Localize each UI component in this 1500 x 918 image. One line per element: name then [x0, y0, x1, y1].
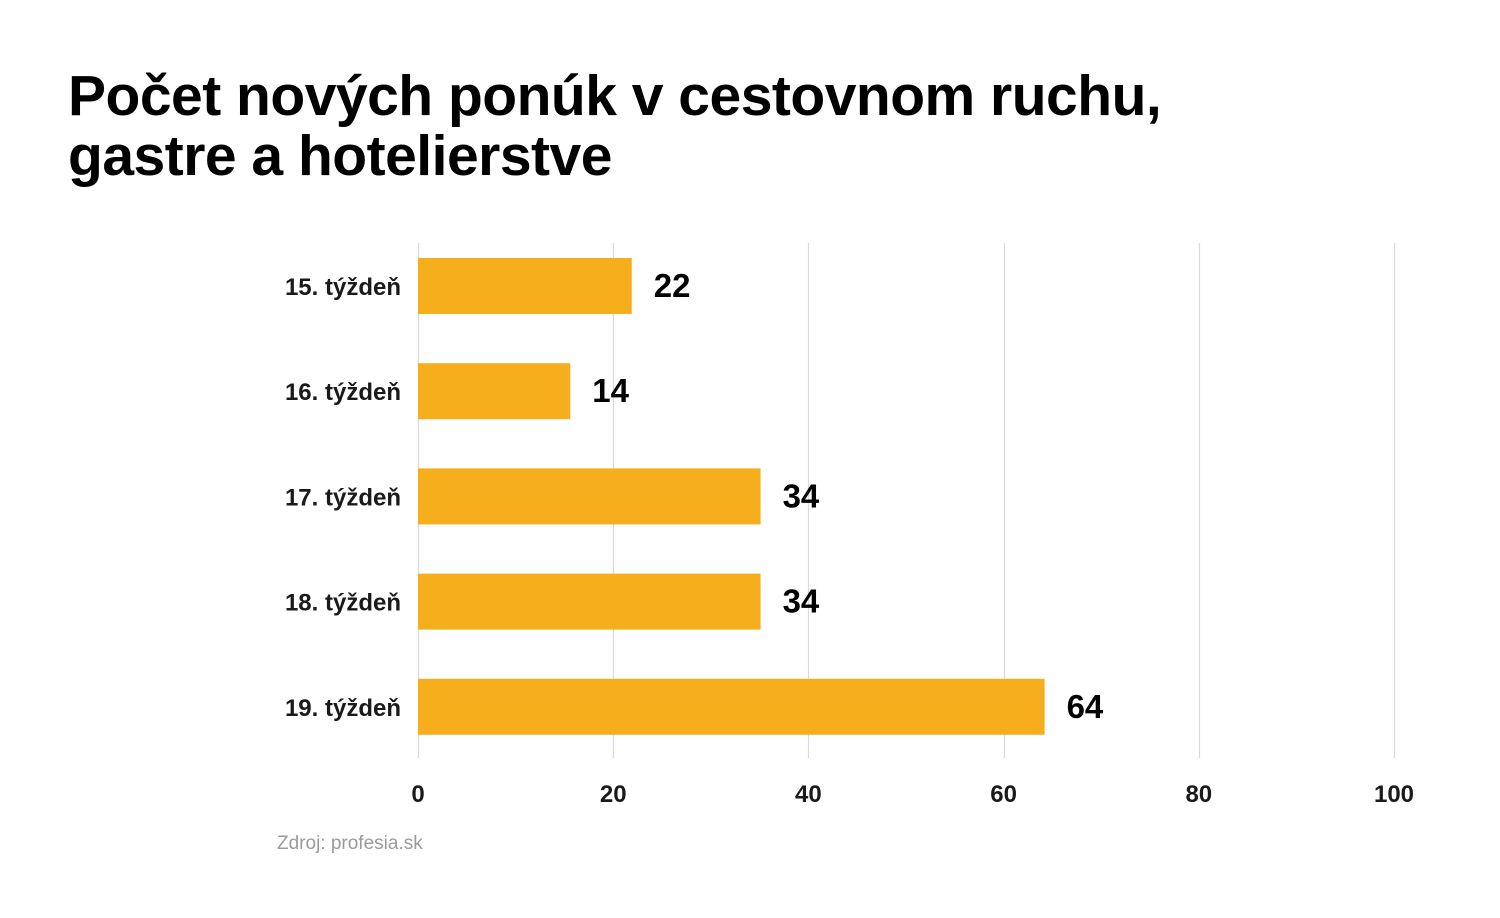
bar-2: [418, 363, 571, 420]
category-label: 17. týždeň: [285, 484, 401, 511]
x-tick-label: 0: [411, 781, 424, 808]
chart-title-line-1: Počet nových ponúk v cestovnom ruchu,: [68, 64, 1162, 128]
bar-3: [418, 468, 761, 525]
source-note: Zdroj: profesia.sk: [277, 833, 423, 854]
bar-4: [418, 573, 761, 630]
bar-5: [418, 678, 1045, 735]
category-label: 19. týždeň: [285, 695, 401, 722]
value-label: 14: [592, 372, 629, 409]
category-label: 18. týždeň: [285, 590, 401, 617]
x-tick-label: 60: [990, 781, 1017, 808]
chart-title: Počet nových ponúk v cestovnom ruchu, ga…: [68, 66, 1368, 186]
category-label: 15. týždeň: [285, 274, 401, 301]
value-label: 34: [783, 583, 820, 620]
value-label: 64: [1067, 688, 1104, 725]
x-tick-label: 20: [600, 781, 627, 808]
bar-1: [418, 258, 632, 314]
x-tick-label: 80: [1185, 781, 1212, 808]
value-label: 22: [654, 267, 691, 304]
x-tick-label: 40: [795, 781, 822, 808]
x-tick-label: 100: [1374, 781, 1414, 808]
chart-title-line-2: gastre a hotelierstve: [68, 124, 612, 188]
value-label: 34: [783, 477, 820, 514]
category-label: 16. týždeň: [285, 379, 401, 406]
